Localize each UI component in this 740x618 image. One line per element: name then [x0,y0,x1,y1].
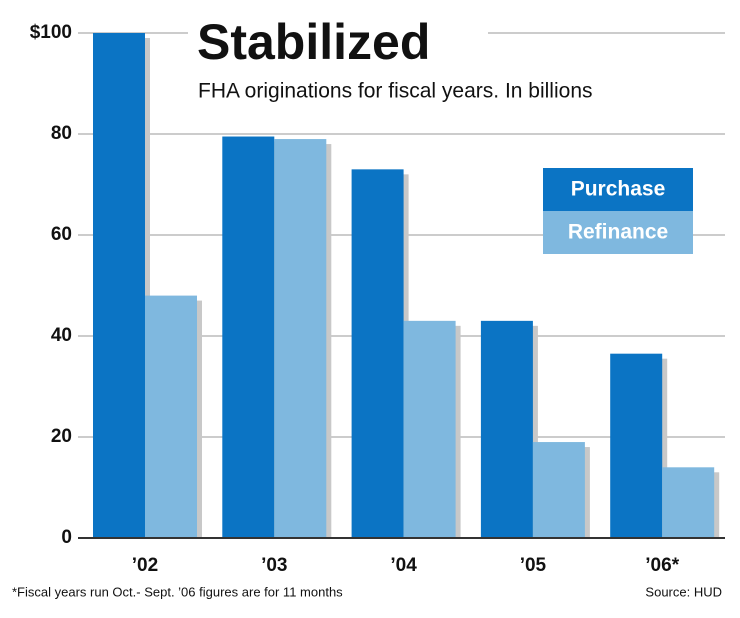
bar [274,139,327,539]
y-tick-label: 80 [51,123,72,144]
chart-subtitle: FHA originations for fiscal years. In bi… [198,80,593,103]
footnote: *Fiscal years run Oct.- Sept. ’06 figure… [12,584,343,599]
source: Source: HUD [645,584,722,599]
x-tick-label: ’02 [132,555,158,576]
x-tick-label: ’06* [645,555,679,576]
y-tick-label: 40 [51,325,72,346]
legend-label: Purchase [571,178,666,201]
y-tick-label: 0 [61,527,72,548]
legend-swatch [543,211,693,254]
bar [93,33,145,538]
y-tick-label: 60 [51,224,72,245]
bar [222,136,275,538]
x-tick-label: ’05 [520,555,547,576]
bar [532,442,585,538]
bar [662,467,715,538]
y-tick-label: $100 [30,22,72,43]
chart-title: Stabilized [197,14,430,70]
bar [145,295,197,538]
subtitle-backdrop [188,74,658,110]
legend-swatch [543,168,693,211]
bar [480,320,533,538]
x-tick-label: ’04 [390,555,417,576]
legend-label: Refinance [568,221,668,244]
title-backdrop [188,14,488,64]
x-tick-label: ’03 [261,555,287,576]
bar [351,169,404,538]
bar [403,320,456,538]
bar [610,353,663,538]
y-tick-label: 20 [51,426,72,447]
